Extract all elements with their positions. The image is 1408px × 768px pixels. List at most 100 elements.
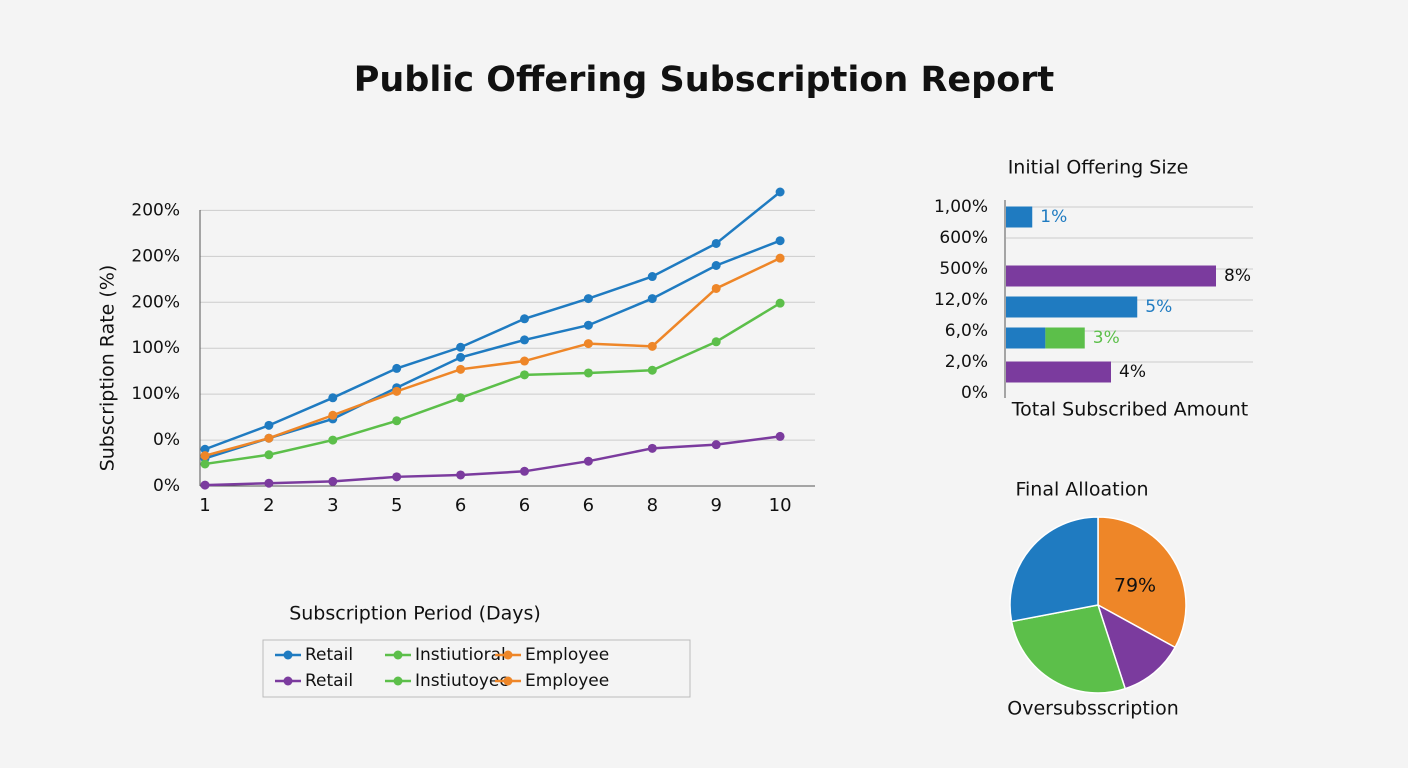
pie-slice bbox=[1009, 516, 1099, 623]
data-point bbox=[583, 368, 593, 378]
legend-label: Retail bbox=[305, 645, 353, 665]
legend-label: Retail bbox=[305, 671, 353, 691]
data-point bbox=[775, 431, 785, 441]
data-point bbox=[456, 342, 466, 352]
x-axis-title: Total Subscribed Amount bbox=[1011, 399, 1249, 421]
data-point bbox=[520, 335, 529, 345]
chart-title: Initial Offering Size bbox=[1008, 157, 1189, 179]
data-point bbox=[583, 339, 593, 349]
data-point bbox=[392, 416, 402, 426]
legend-marker bbox=[393, 676, 403, 686]
chart-title: Final Alloation bbox=[1015, 479, 1148, 501]
bar bbox=[1006, 296, 1138, 318]
data-point bbox=[711, 283, 721, 293]
legend-marker bbox=[283, 676, 293, 686]
legend-label: Employee bbox=[525, 671, 609, 691]
data-point bbox=[647, 443, 657, 453]
value-label: 5% bbox=[1145, 297, 1172, 317]
data-point bbox=[711, 238, 721, 248]
x-tick-label: 8 bbox=[647, 495, 658, 516]
x-tick-label: 6 bbox=[583, 495, 594, 516]
x-tick-label: 2 bbox=[263, 495, 274, 516]
bar bbox=[1006, 206, 1033, 228]
data-point bbox=[264, 433, 274, 443]
data-point bbox=[711, 440, 721, 450]
data-point bbox=[328, 476, 338, 486]
legend-marker bbox=[393, 650, 403, 660]
y-tick-label: 200% bbox=[131, 292, 180, 312]
bar bbox=[1045, 327, 1085, 349]
legend-marker bbox=[283, 650, 293, 660]
legend-label: Employee bbox=[525, 645, 609, 665]
data-point bbox=[520, 356, 529, 366]
x-tick-label: 6 bbox=[455, 495, 466, 516]
data-point bbox=[775, 187, 785, 197]
data-point bbox=[456, 352, 466, 362]
data-point bbox=[520, 370, 529, 380]
data-point bbox=[392, 386, 402, 396]
y-tick-label: 200% bbox=[131, 200, 180, 220]
value-label: 4% bbox=[1119, 362, 1146, 382]
data-point bbox=[328, 410, 338, 420]
data-point bbox=[711, 337, 721, 347]
legend-label: Instiutioral bbox=[415, 645, 506, 665]
data-point bbox=[392, 363, 402, 373]
x-axis-title: Subscription Period (Days) bbox=[289, 603, 541, 625]
data-point bbox=[583, 294, 593, 304]
value-label: 1% bbox=[1040, 207, 1067, 227]
data-point bbox=[775, 236, 785, 246]
x-tick-label: 10 bbox=[769, 495, 792, 516]
data-point bbox=[200, 444, 210, 454]
data-point bbox=[647, 272, 657, 282]
pie-slice bbox=[1097, 516, 1187, 649]
series-line bbox=[204, 239, 781, 460]
data-point bbox=[775, 298, 785, 308]
data-point bbox=[264, 478, 274, 488]
y-tick-label: 200% bbox=[131, 246, 180, 266]
y-tick-label: 100% bbox=[131, 338, 180, 358]
x-tick-label: 1 bbox=[199, 495, 210, 516]
series-line bbox=[204, 257, 781, 457]
data-point bbox=[200, 451, 210, 461]
data-point bbox=[647, 365, 657, 375]
y-tick-label: 0% bbox=[153, 476, 180, 496]
data-point bbox=[520, 466, 529, 476]
data-point bbox=[711, 261, 721, 270]
data-point bbox=[583, 456, 593, 466]
x-axis-title: Oversubsscription bbox=[1007, 698, 1179, 720]
data-point bbox=[456, 393, 466, 403]
data-point bbox=[328, 393, 338, 403]
data-point bbox=[583, 320, 593, 330]
y-axis-label: 12,0% bbox=[934, 290, 988, 310]
y-axis-label: 500% bbox=[939, 259, 988, 279]
bar bbox=[1006, 361, 1111, 383]
legend-label: Instiutoyee bbox=[415, 671, 510, 691]
x-tick-label: 3 bbox=[327, 495, 338, 516]
y-tick-label: 100% bbox=[131, 384, 180, 404]
series-line bbox=[204, 435, 781, 487]
y-axis-label: 1,00% bbox=[934, 197, 988, 217]
data-point bbox=[328, 435, 338, 445]
data-point bbox=[264, 420, 274, 430]
bar bbox=[1006, 265, 1216, 287]
y-axis-label: 2,0% bbox=[945, 352, 988, 372]
data-point bbox=[647, 341, 657, 351]
pie-slice bbox=[1010, 604, 1127, 694]
y-axis-label: 600% bbox=[939, 228, 988, 248]
y-tick-label: 0% bbox=[153, 430, 180, 450]
pie-annotation: 79% bbox=[1114, 575, 1156, 597]
y-axis-title: Subscription Rate (%) bbox=[97, 265, 119, 472]
data-point bbox=[520, 314, 529, 324]
x-tick-label: 9 bbox=[710, 495, 721, 516]
data-point bbox=[647, 294, 657, 304]
y-axis-label: 6,0% bbox=[945, 321, 988, 341]
value-label: 8% bbox=[1224, 266, 1251, 286]
data-point bbox=[456, 364, 466, 374]
data-point bbox=[200, 459, 210, 469]
data-point bbox=[200, 480, 210, 490]
x-tick-label: 5 bbox=[391, 495, 402, 516]
series-line bbox=[204, 302, 781, 466]
bar bbox=[1006, 327, 1046, 349]
y-axis-label: 0% bbox=[961, 383, 988, 403]
